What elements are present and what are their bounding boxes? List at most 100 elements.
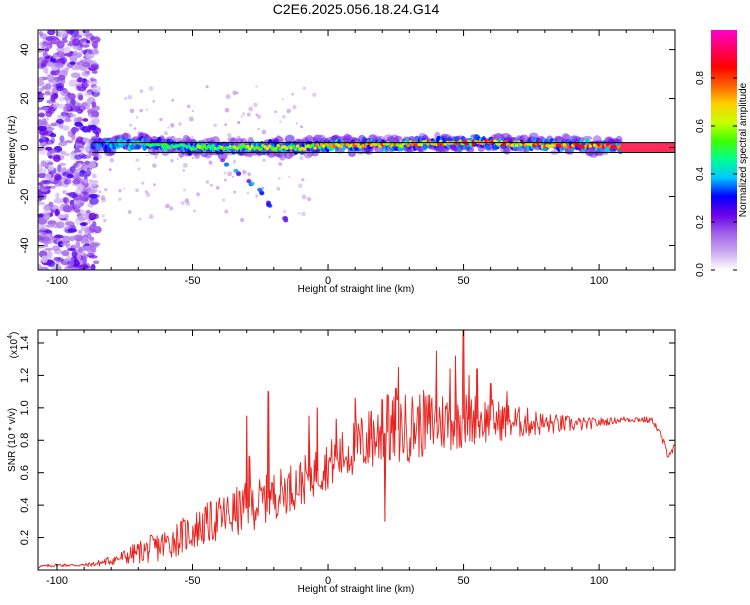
noise-blob bbox=[92, 226, 100, 231]
noise-blob bbox=[40, 141, 46, 149]
noise-blob bbox=[90, 193, 100, 199]
scatter-dot bbox=[152, 163, 157, 168]
noise-blob bbox=[80, 224, 87, 232]
tone-core bbox=[406, 143, 411, 148]
noise-blob bbox=[88, 236, 95, 241]
noise-blob bbox=[44, 173, 52, 180]
scatter-dot bbox=[191, 156, 195, 160]
tone-halo bbox=[121, 132, 132, 141]
noise-blob bbox=[80, 81, 89, 89]
noise-blob bbox=[40, 160, 47, 167]
noise-blob bbox=[89, 124, 97, 131]
scatter-dot bbox=[299, 155, 304, 161]
scatter-dot bbox=[191, 109, 195, 113]
x-tick-label: 100 bbox=[590, 275, 608, 287]
noise-blob bbox=[45, 224, 55, 228]
scatter-dot bbox=[178, 121, 182, 126]
scatter-dot bbox=[152, 100, 156, 103]
noise-blob bbox=[66, 168, 74, 175]
scatter-dot bbox=[227, 171, 233, 177]
scatter-dot bbox=[298, 183, 303, 189]
noise-blob bbox=[74, 201, 81, 206]
secondary-trace-point bbox=[233, 168, 239, 173]
tone-core bbox=[339, 144, 343, 149]
scatter-dot bbox=[286, 108, 291, 114]
scatter-dot bbox=[255, 194, 259, 198]
noise-blob bbox=[82, 255, 88, 264]
noise-blob bbox=[41, 255, 48, 263]
noise-blob bbox=[52, 40, 58, 45]
noise-blob bbox=[80, 102, 88, 107]
tone-halo bbox=[284, 134, 295, 144]
spectrogram-x-axis-title: Height of straight line (km) bbox=[298, 284, 415, 295]
noise-blob bbox=[76, 144, 85, 149]
noise-blob bbox=[79, 191, 90, 199]
noise-blob bbox=[61, 250, 70, 257]
noise-blob bbox=[86, 48, 93, 54]
tone-halo bbox=[244, 152, 253, 157]
noise-blob bbox=[74, 177, 84, 184]
scatter-dot bbox=[170, 159, 174, 163]
y-tick-label: 40 bbox=[19, 43, 31, 55]
snr-frame bbox=[37, 329, 676, 571]
noise-blob bbox=[77, 266, 86, 270]
tone-core bbox=[514, 143, 519, 148]
noise-blob bbox=[38, 185, 46, 190]
noise-blob bbox=[82, 61, 90, 68]
tone-halo bbox=[519, 134, 529, 142]
noise-blob bbox=[74, 208, 81, 213]
noise-blob bbox=[52, 54, 59, 59]
tone-core bbox=[458, 139, 463, 143]
noise-blob bbox=[38, 80, 44, 85]
noise-blob bbox=[62, 205, 73, 213]
noise-blob bbox=[56, 118, 64, 124]
secondary-trace-point bbox=[257, 187, 263, 192]
scatter-dot bbox=[276, 187, 281, 191]
noise-blob bbox=[63, 113, 68, 121]
noise-blob bbox=[48, 166, 55, 171]
noise-blob bbox=[39, 236, 45, 241]
noise-blob bbox=[38, 192, 43, 198]
noise-blob bbox=[82, 30, 90, 34]
noise-blob bbox=[83, 179, 89, 184]
noise-blob bbox=[52, 102, 60, 108]
noise-blob bbox=[91, 85, 102, 93]
scatter-dot bbox=[246, 191, 250, 195]
tone-core bbox=[295, 144, 300, 148]
tone-core bbox=[246, 144, 250, 149]
scatter-dot bbox=[127, 94, 133, 100]
noise-blob bbox=[46, 61, 56, 67]
noise-blob bbox=[81, 236, 91, 244]
secondary-trace-point bbox=[249, 181, 255, 186]
snr-data bbox=[38, 330, 675, 569]
noise-blob bbox=[38, 107, 43, 111]
noise-blob bbox=[38, 201, 46, 206]
scatter-dot bbox=[246, 112, 251, 117]
noise-blob bbox=[75, 241, 81, 249]
noise-blob bbox=[79, 201, 85, 206]
spectrogram-panel: -100 -50 0 50 100 -40 -20 0 20 40 Height of strai… bbox=[7, 29, 676, 295]
scatter-dot bbox=[171, 98, 175, 102]
noise-blob bbox=[61, 39, 68, 44]
noise-blob bbox=[76, 254, 82, 261]
noise-blob bbox=[64, 217, 69, 222]
scatter-dot bbox=[148, 214, 154, 219]
scatter-dot bbox=[240, 115, 243, 118]
scatter-dot bbox=[176, 158, 179, 161]
noise-blob bbox=[42, 41, 49, 46]
scatter-dot bbox=[98, 190, 102, 194]
secondary-trace-point bbox=[224, 162, 230, 167]
scatter-dot bbox=[274, 110, 277, 114]
noise-blob bbox=[82, 118, 89, 122]
scatter-dot bbox=[133, 126, 136, 130]
tone-core bbox=[248, 147, 252, 151]
scatter-dot bbox=[301, 211, 306, 217]
scatter-dot bbox=[188, 116, 194, 122]
scatter-dot bbox=[122, 187, 125, 190]
y-tick-label: 0.2 bbox=[19, 530, 31, 545]
noise-blob bbox=[43, 243, 49, 248]
scatter-dot bbox=[145, 108, 148, 111]
scatter-dot bbox=[108, 168, 112, 172]
noise-blob bbox=[91, 40, 99, 49]
